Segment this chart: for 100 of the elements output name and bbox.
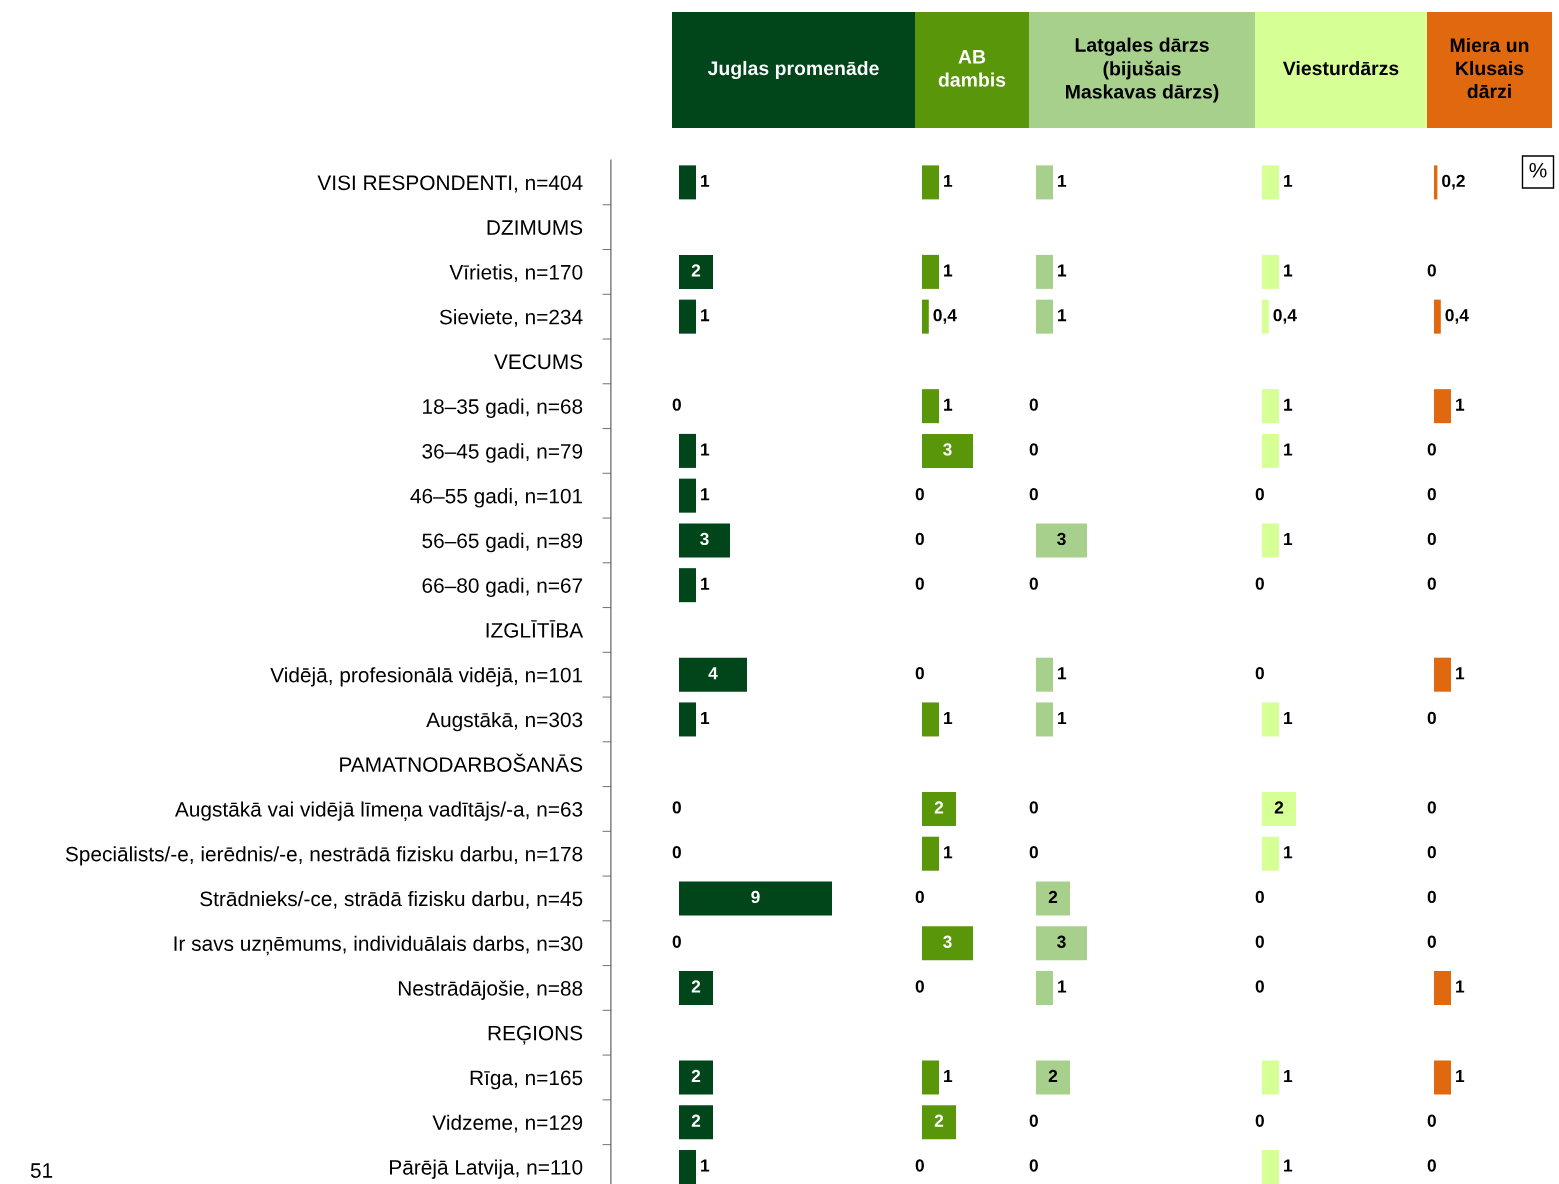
bar [679, 1149, 696, 1184]
y-tick-label: Nestrādājošie, n=88 [398, 980, 583, 1000]
data-label: 0 [1029, 1159, 1038, 1172]
data-label: 0 [1029, 443, 1038, 456]
y-tick-label: Strādnieks/-ce, strādā fizisku darbu, n=45 [200, 890, 583, 909]
bar [679, 970, 713, 1005]
y-tick-label: Augstākā vai vidējā līmeņa vadītājs/-a, n=63 [174, 801, 583, 821]
data-label: 0 [915, 980, 924, 993]
y-tick-label: 36–45 gadi, n=79 [422, 443, 583, 463]
bar [679, 299, 696, 334]
text: Viesturdārzs [1282, 60, 1399, 76]
data-label: 0,4 [1273, 309, 1297, 324]
y-tick-label: REĢIONS [488, 1025, 583, 1045]
data-label: 0 [1029, 398, 1038, 411]
data-label: 2 [691, 1069, 701, 1082]
bar [679, 881, 832, 916]
bar [679, 523, 730, 558]
data-label: 0,4 [933, 309, 957, 324]
bar [679, 478, 696, 513]
bar [922, 791, 956, 826]
data-label: 0 [1427, 890, 1436, 904]
data-label: 1 [1456, 1070, 1465, 1082]
bar [922, 433, 973, 468]
data-label: 2 [1274, 801, 1284, 814]
bar [679, 657, 747, 692]
bar [922, 926, 973, 961]
data-label: 1 [944, 1070, 953, 1082]
bar [922, 1105, 956, 1140]
data-label: 0 [1029, 846, 1038, 859]
data-label: 1 [1284, 264, 1293, 277]
data-label: 0 [1427, 1159, 1436, 1172]
bar [679, 254, 713, 289]
bar [922, 299, 929, 334]
data-label: 1 [1058, 264, 1067, 277]
bar [679, 1105, 713, 1140]
data-label: 0 [1255, 935, 1264, 948]
data-label: 0 [915, 532, 924, 546]
y-tick-label: Vīrietis, n=170 [449, 264, 583, 283]
y-tick-label: 56–65 gadi, n=89 [422, 532, 583, 553]
data-label: 1 [1058, 667, 1067, 680]
chart-title: AB dambis [938, 50, 1006, 87]
data-label: 0 [1427, 264, 1436, 277]
data-label: 1 [1284, 174, 1293, 187]
data-label: 1 [1284, 1159, 1293, 1172]
data-label: 0 [1029, 488, 1038, 501]
data-label: 1 [1456, 398, 1465, 411]
data-label: 0,2 [1442, 174, 1465, 190]
bar [922, 702, 939, 737]
bar [679, 702, 696, 737]
y-tick-label: 46–55 gadi, n=101 [410, 488, 583, 508]
data-label: 0 [1255, 667, 1264, 680]
data-label: 0 [1255, 488, 1264, 501]
y-tick-label: 66–80 gadi, n=67 [422, 577, 583, 598]
data-label: 2 [934, 1114, 944, 1127]
data-label: 1 [944, 846, 953, 859]
bar [922, 389, 939, 424]
y-tick-label: Sieviete, n=234 [439, 309, 583, 327]
data-label: 0 [915, 1159, 924, 1172]
y-tick-label: Augstākā, n=303 [426, 711, 583, 732]
data-label: 3 [1057, 532, 1066, 546]
data-label: 1 [1456, 667, 1465, 680]
data-label: 1 [1284, 398, 1293, 411]
data-label: 0 [1255, 890, 1264, 904]
y-tick-label: VECUMS [494, 354, 583, 370]
data-label: 0 [915, 577, 924, 590]
data-label: 0 [915, 667, 924, 680]
data-label: 1 [944, 711, 953, 724]
y-tick-label: Speciālists/-e, ierēdnis/-e, nestrādā fizisku darbu, n=178 [65, 846, 583, 866]
data-label: 0 [1255, 577, 1264, 590]
data-label: 1 [1058, 174, 1067, 187]
data-label: 4 [708, 667, 718, 680]
data-label: 2 [691, 980, 701, 993]
data-label: 0 [1255, 1114, 1264, 1127]
data-label: 0,4 [1445, 309, 1469, 324]
data-label: 1 [1284, 532, 1293, 545]
data-label: 1 [944, 174, 953, 187]
y-tick-label: Vidējā, profesionālā vidējā, n=101 [270, 667, 583, 687]
bar [679, 165, 696, 200]
bar [922, 1060, 939, 1095]
data-label: 1 [701, 443, 710, 456]
y-tick-label: Vidzeme, n=129 [432, 1114, 583, 1133]
bar [922, 836, 939, 871]
bar [922, 165, 939, 200]
data-label: 3 [1057, 935, 1066, 948]
data-label: 3 [943, 935, 952, 948]
data-label: 0 [1427, 443, 1436, 456]
data-label: 1 [1284, 711, 1293, 724]
text: Latgales dārzs (bijušais Maskavas dārzs) [1066, 37, 1219, 103]
data-label: 1 [1058, 711, 1067, 724]
data-label: 9 [751, 890, 760, 904]
data-label: 2 [1048, 1069, 1058, 1082]
text: 51 [30, 1163, 53, 1178]
data-label: 1 [1058, 980, 1067, 993]
data-label: 0 [1427, 1114, 1436, 1127]
bar [679, 433, 696, 468]
y-tick-label: PAMATNODARBOŠANĀS [340, 753, 583, 772]
y-tick-label: IZGLĪTĪBA [486, 620, 584, 638]
data-label: 0 [1255, 980, 1264, 993]
bar [922, 254, 939, 289]
data-label: 1 [701, 711, 710, 724]
